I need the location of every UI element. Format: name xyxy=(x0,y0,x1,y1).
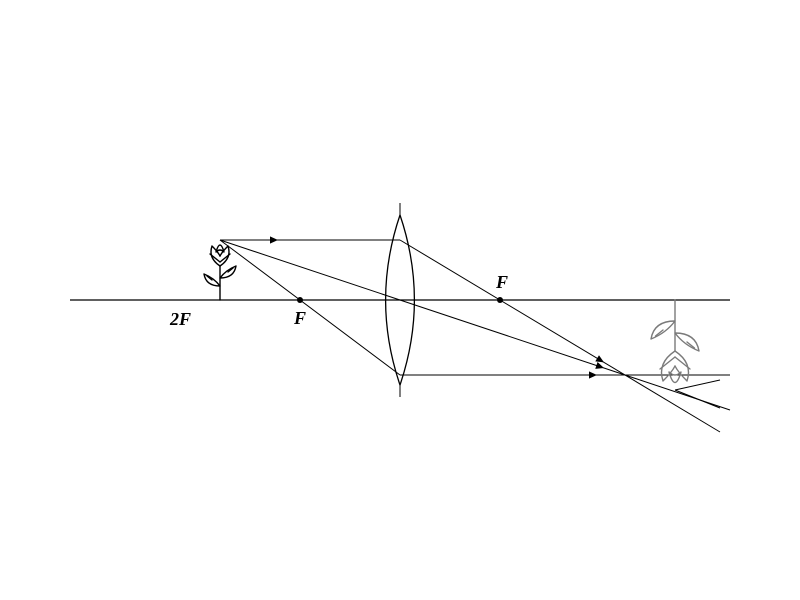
lens-ray-diagram: 2F F F xyxy=(0,0,800,600)
label-2f: 2F xyxy=(169,309,191,329)
ray-bundle xyxy=(220,236,730,432)
object-flower xyxy=(204,245,236,300)
image-flower xyxy=(651,300,699,383)
label-f-right: F xyxy=(495,272,508,292)
ray-segment xyxy=(220,240,400,375)
label-f-left: F xyxy=(293,308,306,328)
ray-segment xyxy=(400,240,720,432)
